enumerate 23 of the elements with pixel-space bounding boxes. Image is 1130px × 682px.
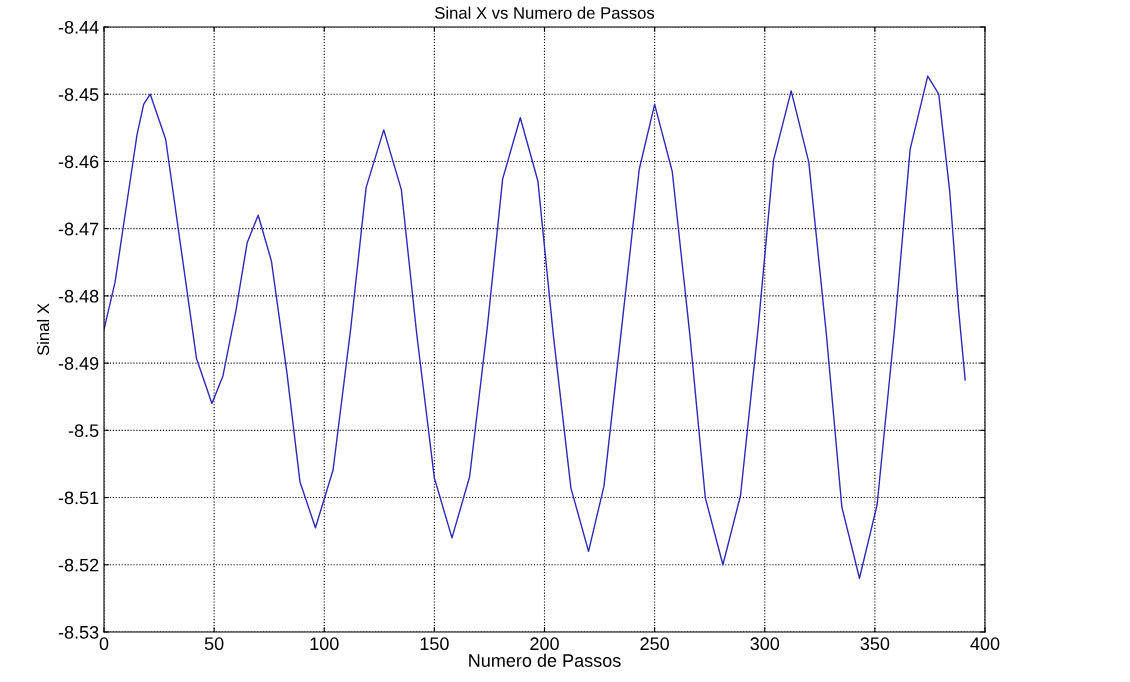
x-tick-label: 200 <box>530 637 559 651</box>
y-tick-label: -8.47 <box>58 222 99 236</box>
chart-title: Sinal X vs Numero de Passos <box>435 6 655 19</box>
x-tick-label: 150 <box>420 637 449 651</box>
y-tick-label: -8.48 <box>58 289 99 303</box>
y-tick-label: -8.52 <box>58 558 99 572</box>
y-axis-title: Sinal X <box>36 303 50 356</box>
x-axis-title: Numero de Passos <box>469 653 621 667</box>
line-series <box>104 75 966 579</box>
y-tick-label: -8.46 <box>58 155 99 169</box>
x-tick-label: 100 <box>310 637 339 651</box>
y-tick-label: -8.5 <box>68 424 99 438</box>
y-tick-label: -8.44 <box>58 20 99 34</box>
y-tick-label: -8.51 <box>58 491 99 505</box>
x-tick-label: 400 <box>970 637 1000 651</box>
x-tick-label: 0 <box>99 637 109 651</box>
x-tick-label: 250 <box>640 637 669 651</box>
x-tick-label: 50 <box>204 637 224 651</box>
x-tick-label: 350 <box>860 637 890 651</box>
y-tick-label: -8.49 <box>58 357 99 370</box>
y-tick-label: -8.53 <box>58 625 99 639</box>
y-tick-label: -8.45 <box>58 88 99 101</box>
x-tick-label: 300 <box>750 637 780 651</box>
